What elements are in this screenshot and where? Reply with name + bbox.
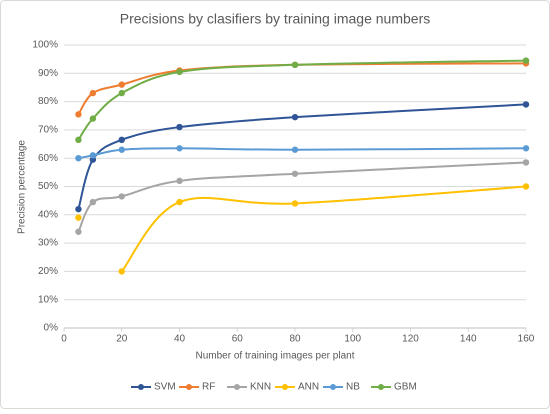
data-point — [89, 89, 97, 97]
data-point — [176, 198, 183, 206]
y-tick-label: 90% — [38, 68, 58, 79]
chart-title: Precisions by clasifiers by training ima… — [120, 11, 430, 27]
data-point — [291, 146, 299, 153]
y-tick-label: 40% — [38, 209, 58, 220]
legend-marker — [282, 384, 288, 390]
legend-marker — [138, 384, 144, 390]
x-tick-label: 20 — [116, 334, 128, 345]
data-point — [522, 145, 530, 152]
legend-label: KNN — [250, 382, 271, 393]
data-point — [118, 81, 125, 88]
data-point — [89, 152, 97, 159]
legend-label: NB — [346, 382, 360, 393]
data-point — [89, 115, 97, 122]
data-point — [75, 111, 82, 118]
legend-label: RF — [202, 382, 215, 393]
x-axis-label: Number of training images per plant — [196, 351, 355, 362]
y-tick-label: 20% — [38, 266, 58, 277]
data-point — [75, 214, 82, 221]
data-point — [75, 205, 82, 213]
legend-marker — [378, 384, 384, 390]
x-tick-label: 160 — [518, 334, 535, 345]
x-tick-label: 120 — [402, 334, 419, 345]
legend-marker — [234, 384, 240, 390]
data-point — [291, 113, 299, 121]
data-point — [522, 183, 530, 190]
data-point — [118, 89, 125, 97]
data-point — [118, 268, 125, 275]
data-point — [75, 136, 82, 144]
data-point — [176, 123, 183, 131]
y-axis-label: Precision percentage — [17, 140, 28, 234]
x-tick-label: 100 — [344, 334, 361, 345]
legend-label: GBM — [394, 382, 417, 393]
data-point — [89, 198, 97, 206]
data-point — [176, 177, 183, 185]
data-point — [522, 159, 530, 166]
data-point — [118, 193, 125, 200]
series-line — [120, 185, 527, 273]
data-point — [522, 57, 530, 64]
y-tick-label: 10% — [38, 294, 58, 305]
y-tick-label: 80% — [38, 96, 58, 107]
x-tick-label: 60 — [232, 334, 244, 345]
y-tick-label: 70% — [38, 125, 58, 136]
x-tick-label: 140 — [460, 334, 477, 345]
data-point — [75, 228, 82, 235]
x-tick-label: 40 — [174, 334, 186, 345]
data-point — [118, 136, 125, 144]
data-point — [118, 146, 125, 153]
data-point — [291, 200, 299, 207]
data-point — [75, 155, 82, 162]
data-point — [176, 68, 183, 76]
y-tick-label: 0% — [44, 323, 59, 334]
y-tick-label: 100% — [32, 40, 58, 51]
y-tick-label: 30% — [38, 238, 58, 249]
x-tick-label: 80 — [289, 334, 301, 345]
data-point — [291, 170, 299, 177]
legend-marker — [330, 384, 336, 390]
data-point — [176, 145, 183, 152]
legend-label: SVM — [154, 382, 176, 393]
data-point — [522, 101, 530, 108]
data-point — [291, 61, 299, 69]
x-tick-label: 0 — [61, 334, 67, 345]
legend-marker — [186, 384, 192, 390]
y-tick-label: 60% — [38, 153, 58, 164]
y-tick-label: 50% — [38, 181, 58, 192]
legend-label: ANN — [298, 382, 319, 393]
